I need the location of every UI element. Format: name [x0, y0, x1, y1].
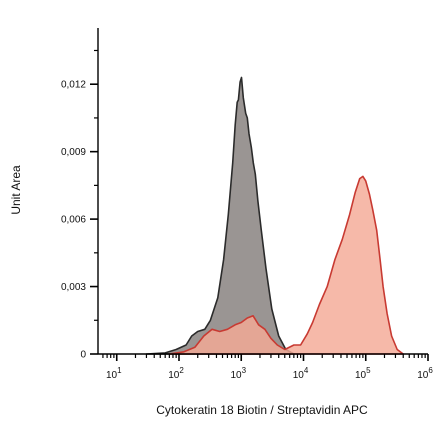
- x-tick-label: 106: [417, 366, 433, 381]
- x-tick-label: 102: [168, 366, 184, 381]
- x-tick-label-base: 10: [417, 370, 429, 381]
- y-tick-label: 0,006: [61, 215, 86, 226]
- x-tick-label-base: 10: [106, 370, 118, 381]
- x-tick-label-base: 10: [230, 370, 242, 381]
- x-tick-label-exponent: 5: [366, 366, 371, 375]
- y-tick-label: 0: [80, 350, 86, 361]
- x-tick-label: 103: [230, 366, 246, 381]
- x-axis-label: Cytokeratin 18 Biotin / Streptavidin APC: [156, 403, 368, 417]
- x-tick-label-exponent: 1: [117, 366, 122, 375]
- x-tick-label-exponent: 4: [304, 366, 309, 375]
- plot-series: [145, 76, 404, 355]
- x-tick-label-base: 10: [293, 370, 305, 381]
- histogram-series-2: [168, 175, 404, 355]
- histogram-series-1: [145, 76, 295, 355]
- x-tick-label-base: 10: [355, 370, 367, 381]
- y-axis-label: Unit Area: [9, 165, 23, 215]
- x-tick-label: 105: [355, 366, 371, 381]
- x-tick-label: 101: [106, 366, 122, 381]
- x-tick-label-exponent: 6: [428, 366, 433, 375]
- x-tick-label-exponent: 2: [179, 366, 184, 375]
- x-tick-label-exponent: 3: [242, 366, 247, 375]
- y-tick-label: 0,003: [61, 282, 86, 293]
- x-tick-labels: 101 102 103 104 105 106: [106, 366, 433, 381]
- x-tick-label: 104: [293, 366, 309, 381]
- y-tick-label: 0,009: [61, 147, 86, 158]
- x-major-ticks: [115, 354, 429, 361]
- x-tick-label-base: 10: [168, 370, 180, 381]
- y-ticks: [90, 49, 98, 355]
- y-tick-labels: 0 0,003 0,006 0,009 0,012: [61, 80, 86, 361]
- y-tick-label: 0,012: [61, 80, 86, 91]
